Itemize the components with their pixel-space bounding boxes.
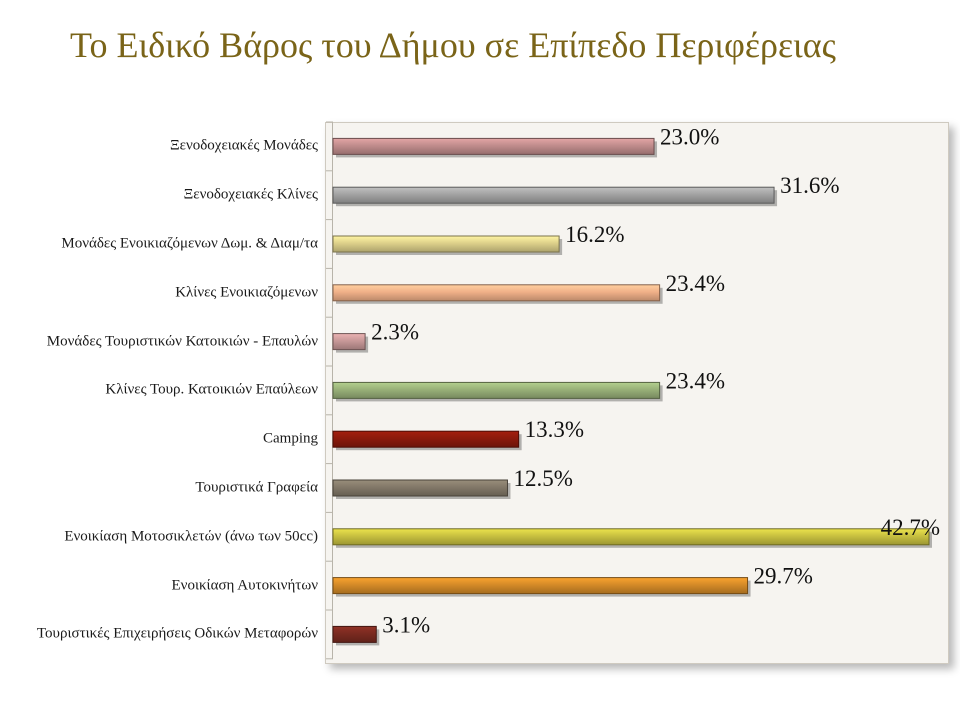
data-label: 23.4%: [666, 368, 725, 393]
bar: [332, 528, 930, 546]
bar: [332, 137, 655, 155]
category-label: Κλίνες Τουρ. Κατοικιών Επαύλεων: [105, 381, 318, 398]
bar: [332, 381, 661, 399]
bar: [332, 479, 508, 497]
bar: [332, 186, 775, 204]
category-label: Camping: [263, 430, 318, 447]
data-label: 3.1%: [382, 612, 430, 637]
bar: [332, 235, 560, 253]
category-label: Μονάδες Τουριστικών Κατοικιών - Επαυλών: [46, 333, 318, 350]
data-label: 16.2%: [565, 222, 624, 247]
category-axis-labels: Ξενοδοχειακές Μονάδες Ξενοδοχειακές Κλίνε…: [0, 0, 325, 722]
category-label: Ενοικίαση Αυτοκινήτων: [171, 577, 318, 594]
data-label: 23.4%: [666, 271, 725, 296]
data-label: 23.0%: [660, 124, 719, 149]
category-label: Τουριστικά Γραφεία: [195, 479, 318, 496]
category-label: Ξενοδοχειακές Μονάδες: [170, 137, 318, 154]
category-label: Ξενοδοχειακές Κλίνες: [183, 186, 318, 203]
data-label: 31.6%: [780, 173, 839, 198]
page-title: Το Ειδικό Βάρος του Δήμου σε Επίπεδο Περ…: [70, 25, 836, 65]
bar: [332, 430, 520, 448]
data-label: 2.3%: [371, 320, 419, 345]
category-label: Κλίνες Ενοικιαζόμενων: [175, 284, 318, 301]
data-label: 42.7%: [881, 515, 940, 540]
category-label: Μονάδες Ενοικιαζόμενων Δωμ. & Διαμ/τα: [61, 235, 318, 252]
data-label: 12.5%: [513, 466, 572, 491]
data-label: 29.7%: [754, 564, 813, 589]
bar: [332, 577, 749, 595]
bar: [332, 333, 366, 351]
bar: [332, 625, 377, 643]
data-label: 13.3%: [525, 417, 584, 442]
category-label: Ενοικίαση Μοτοσικλετών (άνω των 50cc): [64, 528, 318, 545]
bar: [332, 284, 661, 302]
category-label: Τουριστικές Επιχειρήσεις Οδικών Μεταφορώ…: [36, 625, 318, 642]
